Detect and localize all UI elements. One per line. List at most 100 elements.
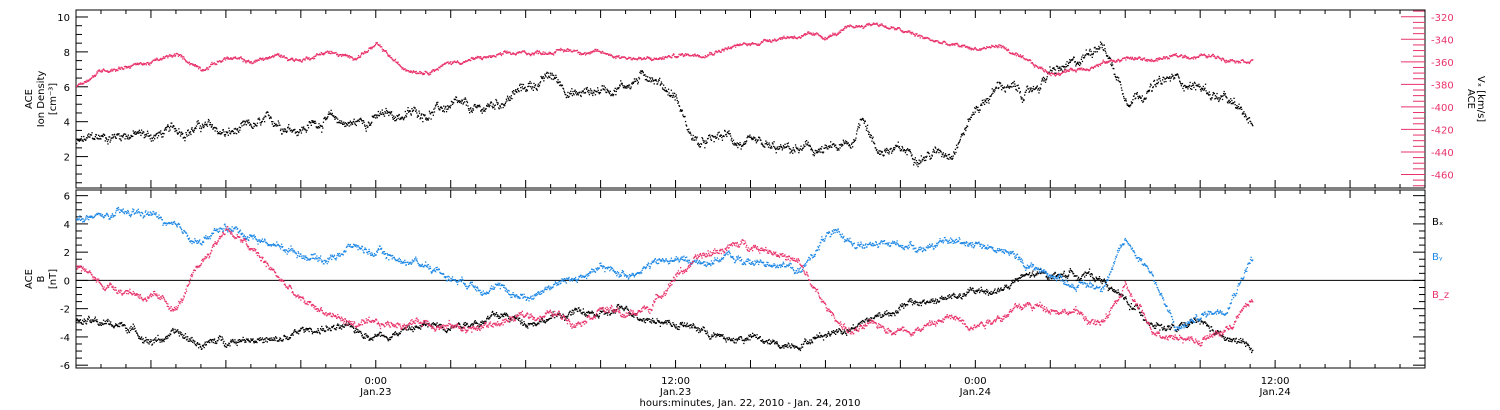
data-point <box>169 54 171 56</box>
data-point <box>122 324 124 326</box>
data-point <box>151 344 153 346</box>
data-point <box>1055 72 1057 74</box>
data-point <box>966 46 969 48</box>
data-point <box>947 157 949 160</box>
data-point <box>145 63 147 65</box>
data-point <box>607 53 609 55</box>
data-point <box>666 90 669 93</box>
data-point <box>350 325 353 327</box>
data-point <box>1227 61 1230 63</box>
data-point <box>691 139 693 141</box>
data-point <box>433 69 435 72</box>
data-point <box>306 129 308 132</box>
data-point <box>104 134 106 136</box>
data-point <box>591 90 593 92</box>
data-point <box>268 115 270 117</box>
data-point <box>881 151 883 153</box>
data-point <box>298 131 300 133</box>
data-point <box>909 150 911 153</box>
data-point <box>869 23 871 26</box>
data-point <box>221 132 223 134</box>
data-point <box>664 56 666 58</box>
data-point <box>401 68 403 70</box>
data-point <box>193 342 195 344</box>
data-point <box>599 92 602 94</box>
data-point <box>1050 74 1052 77</box>
data-point <box>791 150 793 152</box>
data-point <box>1206 92 1208 95</box>
data-point <box>1134 93 1136 95</box>
data-point <box>681 110 683 112</box>
data-point <box>386 51 388 53</box>
data-point <box>1023 99 1025 101</box>
data-point <box>1003 87 1005 89</box>
data-point <box>84 81 86 83</box>
data-point <box>1108 61 1110 63</box>
data-point <box>1102 61 1104 63</box>
data-point <box>898 146 900 149</box>
data-point <box>284 335 287 338</box>
data-point <box>1084 56 1086 58</box>
data-point <box>941 155 943 158</box>
data-point <box>697 143 699 145</box>
data-point <box>1131 102 1133 105</box>
data-point <box>764 146 766 148</box>
data-point <box>138 129 140 131</box>
data-point <box>1068 62 1070 64</box>
data-point <box>410 70 412 73</box>
data-point <box>613 89 615 92</box>
data-point <box>1014 54 1016 56</box>
data-point <box>657 58 659 61</box>
data-point <box>1158 78 1160 80</box>
data-point <box>271 55 273 58</box>
data-point <box>356 58 358 60</box>
data-point <box>203 125 205 127</box>
data-point <box>681 109 683 111</box>
data-point <box>366 124 368 127</box>
data-point <box>1081 56 1083 58</box>
data-point <box>834 32 836 34</box>
data-point <box>817 150 819 152</box>
data-point <box>806 33 808 35</box>
data-point <box>89 321 91 323</box>
data-point <box>1100 43 1102 46</box>
data-point <box>1234 101 1236 103</box>
data-point <box>663 84 665 86</box>
data-point <box>426 119 428 121</box>
data-point <box>102 135 104 138</box>
data-point <box>533 86 536 89</box>
data-point <box>756 44 759 46</box>
data-point <box>594 48 596 51</box>
data-point <box>932 151 934 153</box>
data-point <box>566 49 568 51</box>
data-point <box>1136 58 1138 60</box>
data-point <box>553 74 555 77</box>
data-point <box>791 149 793 151</box>
data-point <box>507 97 509 99</box>
data-point <box>1018 87 1020 89</box>
data-point <box>399 64 401 66</box>
data-point <box>240 122 243 124</box>
data-point <box>1031 90 1033 92</box>
data-point <box>139 132 142 134</box>
data-point <box>434 105 437 107</box>
data-point <box>658 58 660 60</box>
data-point <box>172 126 174 128</box>
data-point <box>593 92 595 94</box>
data-point <box>497 103 499 106</box>
data-point <box>768 40 770 42</box>
data-point <box>335 329 337 331</box>
data-point <box>548 75 550 77</box>
data-point <box>439 67 441 69</box>
data-point <box>238 339 240 341</box>
data-point <box>861 118 863 121</box>
data-point <box>854 139 857 141</box>
data-point <box>694 54 697 56</box>
data-point <box>201 68 204 71</box>
data-point <box>562 49 564 51</box>
data-point <box>94 316 96 318</box>
data-point <box>988 102 990 104</box>
data-point <box>466 101 469 104</box>
data-point <box>1078 69 1080 71</box>
data-point <box>328 52 331 54</box>
